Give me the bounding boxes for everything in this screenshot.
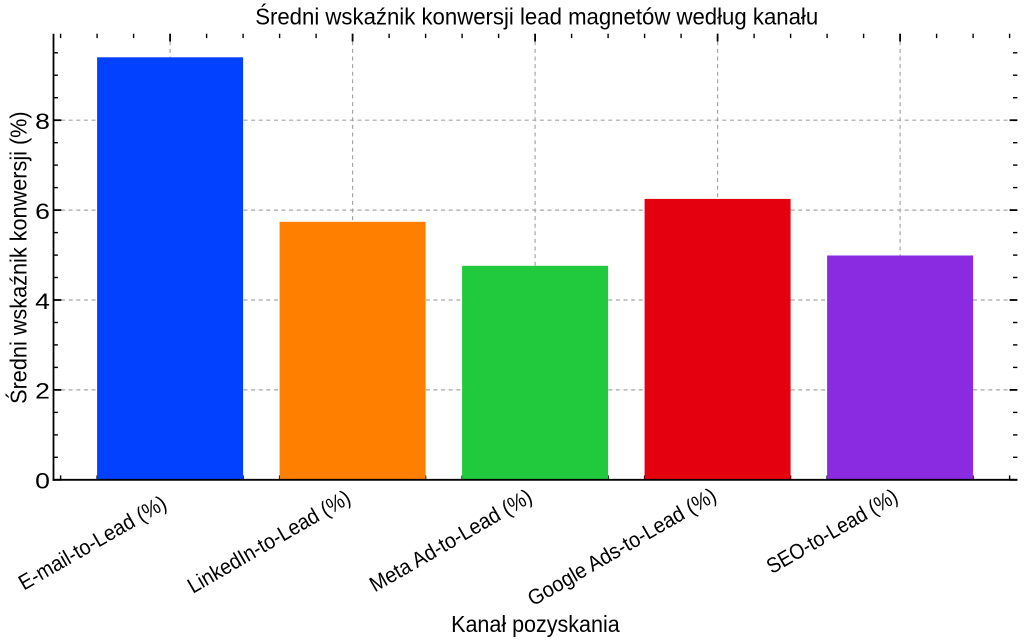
svg-text:2: 2: [35, 379, 50, 404]
svg-text:0: 0: [35, 469, 50, 494]
svg-text:6: 6: [35, 199, 50, 224]
svg-text:8: 8: [35, 109, 50, 134]
svg-text:Średni wskaźnik konwersji lead: Średni wskaźnik konwersji lead magnetów …: [255, 3, 818, 30]
svg-text:Średni wskaźnik konwersji (%): Średni wskaźnik konwersji (%): [5, 111, 32, 404]
svg-text:Kanał pozyskania: Kanał pozyskania: [451, 611, 620, 637]
svg-text:4: 4: [35, 289, 50, 314]
